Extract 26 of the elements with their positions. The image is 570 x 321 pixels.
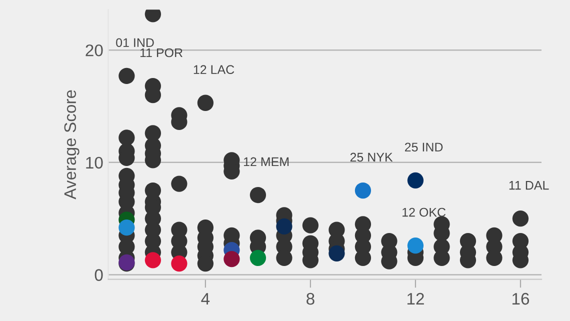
point bbox=[276, 218, 292, 235]
annotation: 12 LAC bbox=[194, 65, 234, 74]
point bbox=[354, 182, 372, 199]
point bbox=[118, 220, 135, 236]
x-tick-label: 4 bbox=[201, 293, 210, 305]
point bbox=[224, 250, 240, 268]
x-tick-label: 12 bbox=[407, 292, 424, 305]
point bbox=[407, 237, 424, 254]
point bbox=[144, 252, 161, 268]
x-tick-label: 8 bbox=[306, 292, 314, 305]
annotation: 25 NYK bbox=[350, 152, 393, 162]
annotation: 25 IND bbox=[404, 142, 443, 152]
y-tick-label: 20 bbox=[86, 44, 103, 56]
y-tick-label: 0 bbox=[94, 269, 103, 281]
annotation: 11 POR bbox=[140, 48, 182, 58]
y-axis-title: Average Score bbox=[64, 90, 80, 200]
annotation: 12 MEM bbox=[244, 157, 289, 166]
annotation: 12 OKC bbox=[402, 208, 446, 217]
point bbox=[250, 250, 266, 266]
point bbox=[328, 245, 345, 262]
x-tick-label: 16 bbox=[512, 292, 530, 305]
point bbox=[407, 172, 424, 188]
annotation: 11 DAL bbox=[509, 181, 549, 190]
y-tick-label: 10 bbox=[86, 156, 103, 169]
point bbox=[171, 255, 188, 272]
annotation: 01 IND bbox=[116, 38, 154, 48]
